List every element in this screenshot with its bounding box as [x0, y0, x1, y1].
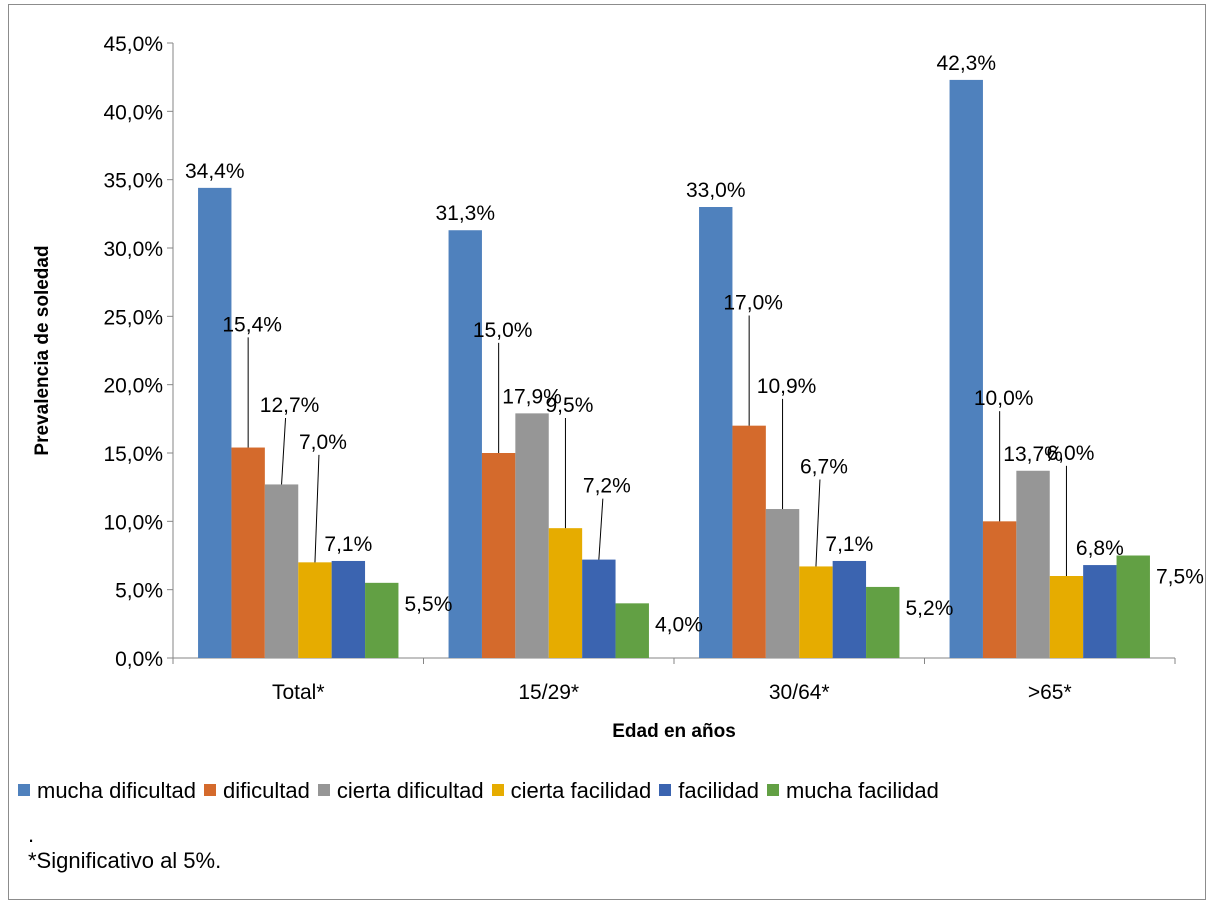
legend-swatch: [492, 784, 504, 796]
y-tick-label: 20,0%: [103, 375, 163, 398]
bar: [1050, 576, 1083, 658]
bar: [231, 448, 264, 658]
leader-line: [315, 455, 319, 562]
data-label: 7,1%: [324, 533, 372, 556]
bar: [298, 562, 331, 658]
data-label: 6,0%: [1047, 442, 1095, 465]
bar: [482, 453, 515, 658]
data-label: 10,9%: [757, 375, 817, 398]
data-label: 7,5%: [1156, 566, 1204, 589]
data-label: 17,0%: [723, 292, 783, 315]
data-label: 42,3%: [936, 52, 996, 75]
legend-item: facilidad: [659, 778, 759, 804]
bar: [449, 230, 482, 658]
bar-chart: 0,0% 5,0% 10,0% 15,0% 20,0% 25,0% 30,0% 35,0% 40…: [0, 0, 1209, 760]
legend-swatch: [767, 784, 779, 796]
data-label: 5,2%: [906, 597, 954, 620]
bar: [198, 188, 231, 658]
footnote: *Significativo al 5%.: [28, 848, 221, 874]
data-label: 34,4%: [185, 160, 245, 183]
data-label: 31,3%: [435, 202, 495, 225]
bar: [732, 426, 765, 658]
legend-item: mucha dificultad: [18, 778, 196, 804]
bar: [766, 509, 799, 658]
y-tick-label: 25,0%: [103, 306, 163, 329]
legend-swatch: [204, 784, 216, 796]
bar: [1016, 471, 1049, 658]
data-label: 4,0%: [655, 613, 703, 636]
data-label: 7,0%: [299, 431, 347, 454]
y-tick-label: 5,0%: [115, 580, 163, 603]
bar: [265, 484, 298, 658]
data-label: 7,2%: [583, 475, 631, 498]
data-label: 33,0%: [686, 179, 746, 202]
legend-swatch: [18, 784, 30, 796]
data-label: 15,0%: [473, 319, 533, 342]
data-label: 7,1%: [825, 533, 873, 556]
x-tick-label: 30/64*: [769, 681, 830, 704]
legend-label: mucha dificultad: [37, 778, 196, 803]
y-tick-label: 0,0%: [115, 648, 163, 671]
legend-swatch: [318, 784, 330, 796]
legend: mucha dificultad dificultad cierta dificul…: [18, 778, 947, 804]
data-label: 9,5%: [546, 394, 594, 417]
leader-line: [282, 418, 286, 484]
legend-label: cierta dificultad: [337, 778, 484, 803]
bar: [866, 587, 899, 658]
bar: [582, 560, 615, 658]
bar: [332, 561, 365, 658]
bar: [799, 566, 832, 658]
y-tick-label: 40,0%: [103, 101, 163, 124]
legend-label: mucha facilidad: [786, 778, 939, 803]
bar: [699, 207, 732, 658]
bar: [1117, 556, 1150, 659]
leader-line: [816, 480, 820, 567]
note-dot: .: [28, 822, 34, 848]
data-label: 5,5%: [405, 593, 453, 616]
leader-line: [599, 499, 603, 560]
data-label: 10,0%: [974, 387, 1034, 410]
bar: [616, 603, 649, 658]
data-label: 6,7%: [800, 456, 848, 479]
y-axis-title: Prevalencia de soledad: [32, 245, 53, 455]
bar: [365, 583, 398, 658]
legend-label: cierta facilidad: [511, 778, 652, 803]
x-axis-title: Edad en años: [612, 721, 736, 742]
data-label: 15,4%: [222, 313, 282, 336]
legend-label: dificultad: [223, 778, 310, 803]
bar: [515, 413, 548, 658]
bar: [950, 80, 983, 658]
y-tick-label: 30,0%: [103, 238, 163, 261]
legend-item: dificultad: [204, 778, 310, 804]
y-tick-label: 15,0%: [103, 443, 163, 466]
legend-item: mucha facilidad: [767, 778, 939, 804]
y-tick-label: 45,0%: [103, 33, 163, 56]
data-label: 12,7%: [260, 394, 320, 417]
bar: [983, 521, 1016, 658]
x-tick-label: >65*: [1028, 681, 1072, 704]
bar: [549, 528, 582, 658]
y-tick-label: 10,0%: [103, 511, 163, 534]
bar: [833, 561, 866, 658]
legend-item: cierta dificultad: [318, 778, 484, 804]
legend-item: cierta facilidad: [492, 778, 652, 804]
legend-label: facilidad: [678, 778, 759, 803]
x-tick-label: 15/29*: [518, 681, 579, 704]
y-tick-label: 35,0%: [103, 170, 163, 193]
bar: [1083, 565, 1116, 658]
x-tick-label: Total*: [272, 681, 325, 704]
legend-swatch: [659, 784, 671, 796]
